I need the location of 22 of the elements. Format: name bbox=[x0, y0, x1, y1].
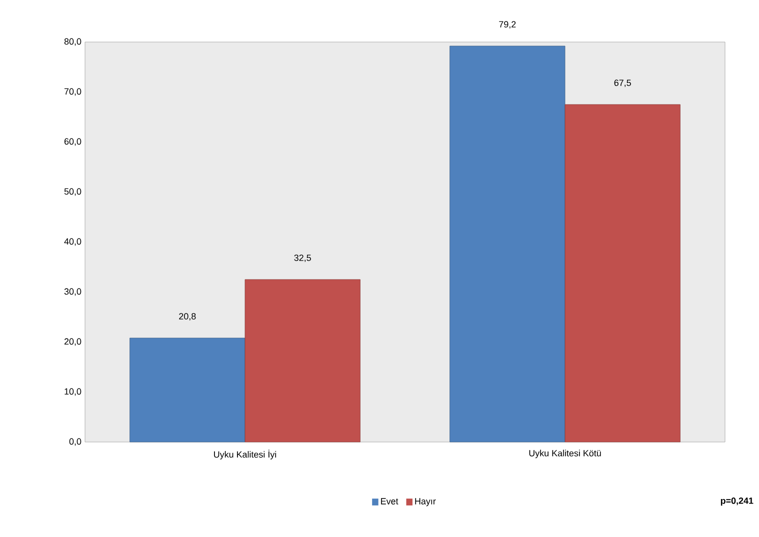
bar bbox=[564, 104, 680, 442]
y-tick-label: 0,0 bbox=[69, 438, 82, 446]
text: p=0,241 bbox=[720, 498, 754, 506]
legend-label: Evet bbox=[381, 498, 398, 504]
y-tick-label: 30,0 bbox=[64, 288, 82, 296]
data-label: 32,5 bbox=[294, 254, 311, 262]
y-tick-label: 50,0 bbox=[64, 188, 82, 196]
data-label: 79,2 bbox=[499, 21, 516, 29]
bar bbox=[244, 279, 360, 442]
y-tick-label: 80,0 bbox=[64, 38, 82, 46]
y-tick-label: 20,0 bbox=[64, 338, 82, 346]
bar bbox=[450, 46, 566, 442]
y-tick-label: 70,0 bbox=[64, 88, 82, 96]
bar bbox=[130, 338, 246, 442]
y-tick-label: 60,0 bbox=[64, 138, 82, 146]
data-label: 20,8 bbox=[179, 313, 196, 321]
data-label: 67,5 bbox=[614, 80, 631, 88]
legend-label: Hayır bbox=[415, 498, 436, 506]
x-tick-label: Uyku Kalitesi Kötü bbox=[529, 450, 601, 458]
y-tick-label: 40,0 bbox=[64, 238, 82, 246]
x-tick-label: Uyku Kalitesi İyi bbox=[214, 450, 276, 460]
y-tick-label: 10,0 bbox=[64, 388, 82, 396]
